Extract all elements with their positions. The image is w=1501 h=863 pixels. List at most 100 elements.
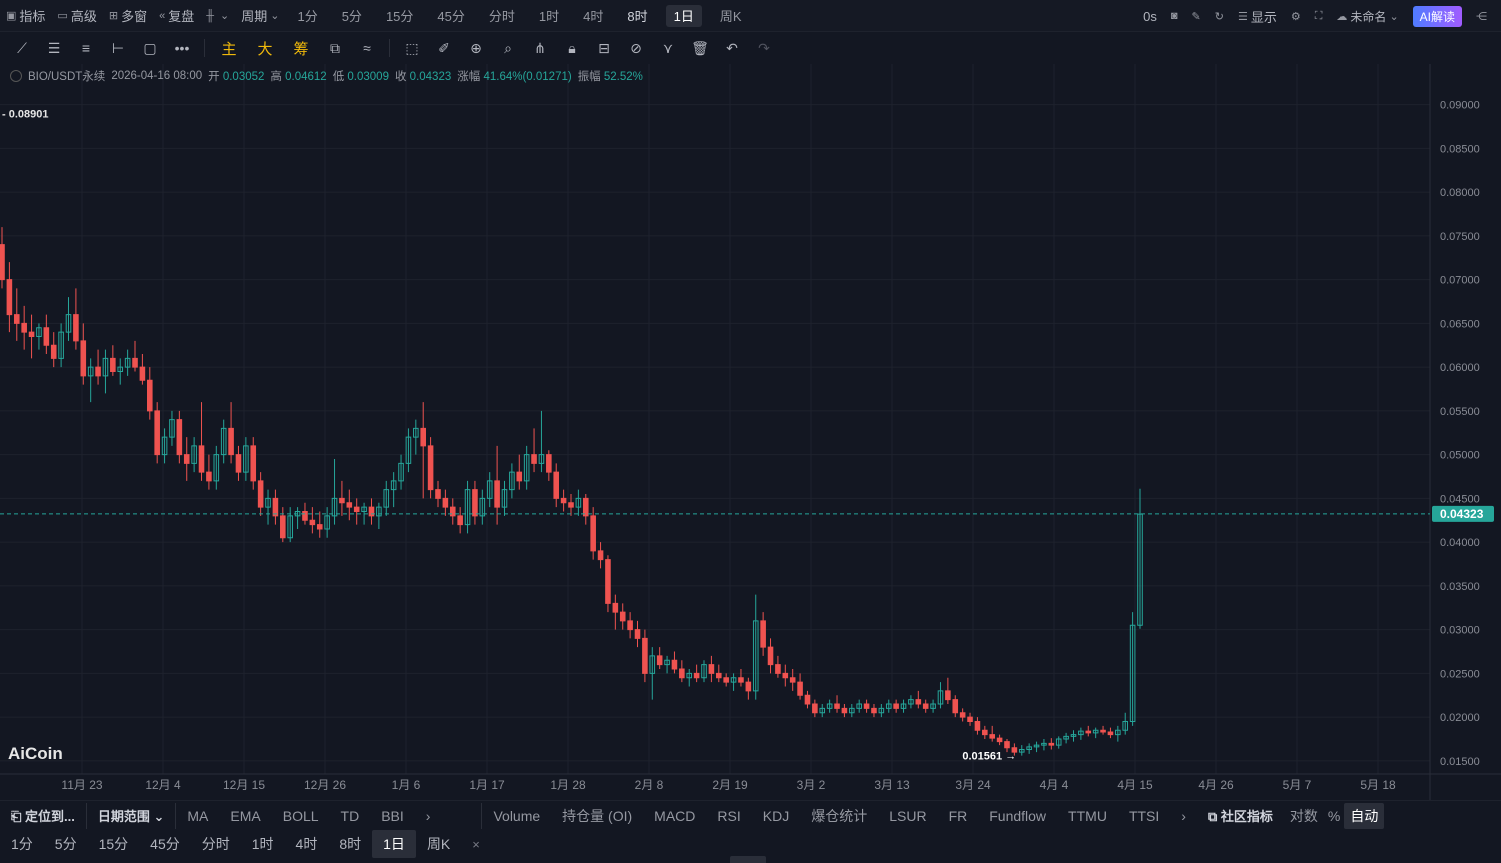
magnet-icon[interactable]: ⊘ (630, 39, 642, 56)
main-indicator-td[interactable]: TD (340, 807, 360, 824)
chart-area[interactable]: BIO/USDT永续 2026-04-16 08:00 开 0.03052 高 … (0, 64, 1501, 800)
rectangle-icon[interactable]: ▢ (143, 39, 157, 56)
period-tab[interactable]: 1时 (538, 9, 560, 24)
sub-indicator[interactable]: FR (948, 807, 968, 824)
chevron-right-icon[interactable]: › (425, 807, 431, 824)
sub-indicator[interactable]: Fundflow (989, 807, 1047, 824)
bottom-period-tab[interactable]: 15分 (98, 836, 129, 852)
bottom-period-tab[interactable]: 8时 (339, 836, 362, 852)
close-icon[interactable]: × (472, 836, 480, 852)
layout-name-button[interactable]: ☁ 未命名 ⌄ (1330, 0, 1404, 32)
more-dots-icon[interactable]: ••• (174, 40, 190, 56)
gold-tool-button[interactable]: 主 (221, 40, 237, 58)
pen-icon[interactable]: ✎ (1191, 10, 1201, 23)
candle-body (198, 445, 205, 473)
date-range-button[interactable]: 日期范围 ⌄ (87, 806, 176, 825)
top-tool-indicator[interactable]: ▣ 指标 (0, 0, 51, 32)
candle-body (649, 655, 656, 674)
refresh-icon[interactable]: ↻ (1214, 10, 1224, 23)
bottom-period-tab[interactable]: 1分 (11, 836, 33, 852)
resize-handle[interactable] (730, 856, 766, 863)
period-tab[interactable]: 周K (719, 9, 742, 24)
period-tab[interactable]: 15分 (385, 9, 414, 24)
sub-indicator[interactable]: RSI (717, 807, 741, 824)
period-tab[interactable]: 分时 (488, 9, 515, 24)
bottom-period-tab[interactable]: 周K (426, 836, 451, 852)
channel-icon[interactable]: ≡ (81, 40, 91, 56)
pattern-icon[interactable]: ⧉ (330, 39, 340, 56)
candle-body (413, 427, 419, 438)
trend-line-icon[interactable]: ⟋ (17, 39, 27, 56)
main-indicator-bbi[interactable]: BBI (381, 807, 404, 824)
period-tab[interactable]: 1分 (297, 9, 318, 24)
redo-icon[interactable]: ↷ (758, 39, 770, 56)
eye-icon[interactable] (10, 70, 22, 82)
gold-tool-button[interactable]: 大 (257, 40, 273, 58)
candle-body (627, 620, 633, 631)
pitchfork-icon[interactable]: ⋔ (534, 39, 546, 56)
text-icon[interactable]: ⬚ (405, 39, 419, 56)
ruler-icon[interactable]: ✐ (438, 39, 450, 56)
community-indicators-button[interactable]: ⧉ 社区指标 (1197, 806, 1284, 825)
ai-interpret-button[interactable]: AI解读 (1412, 5, 1462, 27)
candle-body (730, 677, 737, 683)
sub-indicator[interactable]: 持仓量 (OI) (562, 807, 633, 824)
display-button[interactable]: ☰ 显示 (1232, 0, 1283, 32)
undo-icon[interactable]: ↶ (726, 39, 738, 56)
sub-indicator[interactable]: TTSI (1128, 807, 1160, 824)
parallel-lines-icon[interactable]: ☰ (47, 39, 61, 56)
period-tab[interactable]: 8时 (627, 9, 648, 24)
fullscreen-icon[interactable]: ⛶ (1314, 9, 1323, 22)
settings-icon[interactable]: ⚙ (1290, 10, 1301, 23)
bottom-period-tab[interactable]: 5分 (54, 836, 77, 852)
sub-indicator[interactable]: 爆仓统计 (811, 807, 868, 824)
top-tool-candle-type[interactable]: ╫ ⌄ (200, 0, 235, 32)
main-indicator-ema[interactable]: EMA (230, 807, 261, 824)
top-tool-replay[interactable]: «复盘 (153, 0, 200, 32)
bottom-period-tab[interactable]: 1时 (251, 836, 274, 852)
candle-body (501, 489, 508, 508)
sub-indicator[interactable]: LSUR (889, 807, 927, 824)
low-value: 0.03009 (347, 71, 389, 83)
candlestick-chart[interactable]: 0.09000 0.08500 0.08000 0.07500 0.07000 0.065… (0, 64, 1501, 800)
brush-icon[interactable]: ⌕ (504, 39, 512, 56)
candle-body (671, 659, 678, 670)
amplitude-value: 52.52% (603, 71, 643, 83)
sub-indicator[interactable]: MACD (654, 807, 696, 824)
template-icon[interactable]: ⊟ (598, 39, 610, 56)
fib-icon[interactable]: ≈ (363, 40, 371, 56)
horizontal-ray-icon[interactable]: ⊢ (111, 39, 125, 56)
trash-icon[interactable]: 🗑︎ (691, 39, 709, 56)
period-tab[interactable]: 1日 (665, 4, 702, 27)
top-tool-label: 指标 (19, 9, 46, 24)
log-scale-toggle[interactable]: 对数 (1289, 807, 1318, 824)
locate-button[interactable]: ⎗ 定位到... (0, 806, 86, 825)
candle-body (590, 515, 596, 552)
main-indicator-boll[interactable]: BOLL (282, 807, 319, 824)
sub-indicator[interactable]: TTMU (1068, 807, 1107, 824)
period-tab[interactable]: 4时 (583, 9, 604, 24)
lock-icon[interactable]: 🔒︎ (568, 39, 576, 56)
bottom-period-tab[interactable]: 4时 (295, 836, 318, 852)
bottom-period-tab[interactable]: 1日 (372, 830, 416, 858)
percent-scale-toggle[interactable]: % (1327, 807, 1341, 824)
filter-icon[interactable]: ⋎ (662, 39, 674, 56)
auto-scale-toggle[interactable]: 自动 (1344, 802, 1385, 829)
candle-body (841, 707, 848, 714)
sub-indicator[interactable]: KDJ (762, 807, 790, 824)
sub-indicator[interactable]: Volume (493, 807, 541, 824)
bottom-period-tab[interactable]: 45分 (150, 836, 180, 852)
period-tab[interactable]: 5分 (341, 9, 362, 24)
period-tab[interactable]: 45分 (437, 9, 465, 24)
top-tool-multi-window[interactable]: ⊞ 多窗 (103, 0, 153, 32)
bottom-period-tab[interactable]: 分时 (201, 836, 230, 852)
main-indicator-ma[interactable]: MA (187, 807, 209, 824)
top-tool-period[interactable]: 周期 ⌄ (235, 0, 285, 32)
y-tick-label: 0.03000 (1440, 625, 1480, 637)
camera-icon[interactable]: ◙ (1170, 10, 1178, 22)
measure-icon[interactable]: ⊕ (470, 39, 482, 56)
gold-tool-button[interactable]: 筹 (293, 40, 309, 58)
share-icon[interactable]: ⋲ (1476, 10, 1487, 23)
chevron-right-icon[interactable]: › (1181, 807, 1186, 824)
top-tool-advanced[interactable]: ▭ 高级 (51, 0, 102, 32)
